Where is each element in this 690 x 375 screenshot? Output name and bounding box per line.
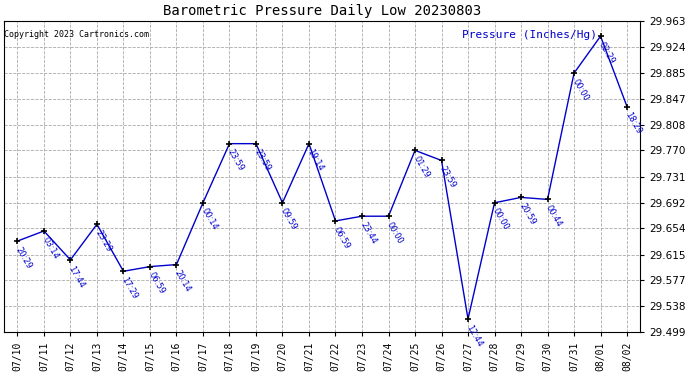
Text: 19:14: 19:14 <box>306 148 325 173</box>
Text: 17:44: 17:44 <box>67 264 86 289</box>
Text: 00:00: 00:00 <box>491 207 511 232</box>
Text: 23:59: 23:59 <box>253 148 272 173</box>
Text: 06:59: 06:59 <box>332 225 352 250</box>
Text: 06:59: 06:59 <box>146 271 166 296</box>
Text: 00:14: 00:14 <box>199 207 219 232</box>
Text: 18:29: 18:29 <box>624 111 643 136</box>
Text: 17:29: 17:29 <box>120 276 139 301</box>
Text: 20:59: 20:59 <box>518 202 537 226</box>
Text: 00:44: 00:44 <box>544 204 564 229</box>
Text: 12:44: 12:44 <box>464 323 484 348</box>
Text: 23:59: 23:59 <box>226 148 246 173</box>
Title: Barometric Pressure Daily Low 20230803: Barometric Pressure Daily Low 20230803 <box>163 4 482 18</box>
Text: 20:29: 20:29 <box>14 245 33 270</box>
Text: 02:29: 02:29 <box>597 40 617 65</box>
Text: Pressure (Inches/Hg): Pressure (Inches/Hg) <box>462 30 597 40</box>
Text: 09:59: 09:59 <box>279 207 299 232</box>
Text: 23:44: 23:44 <box>358 220 378 246</box>
Text: 00:00: 00:00 <box>385 220 404 246</box>
Text: 00:00: 00:00 <box>571 77 590 102</box>
Text: 20:14: 20:14 <box>172 269 193 294</box>
Text: 23:29: 23:29 <box>93 228 113 254</box>
Text: 01:29: 01:29 <box>411 154 431 180</box>
Text: Copyright 2023 Cartronics.com: Copyright 2023 Cartronics.com <box>4 30 149 39</box>
Text: 03:14: 03:14 <box>40 235 60 260</box>
Text: 23:59: 23:59 <box>438 165 457 190</box>
